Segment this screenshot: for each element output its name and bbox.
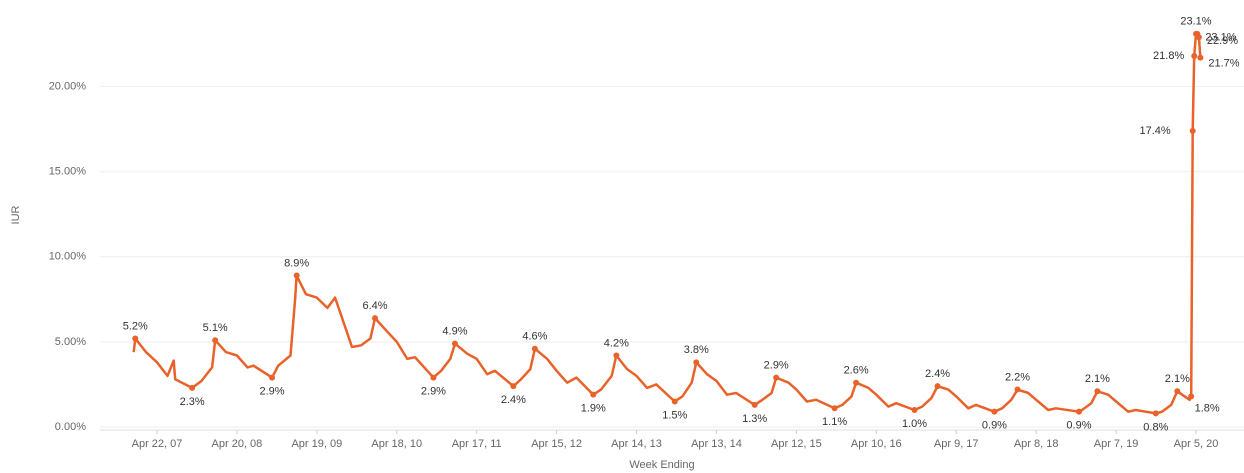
x-tick-label: Apr 20, 08 bbox=[212, 438, 263, 450]
data-label: 0.9% bbox=[1066, 420, 1091, 432]
data-point bbox=[212, 337, 219, 344]
x-tick-label: Apr 13, 14 bbox=[691, 438, 742, 450]
data-label: 2.9% bbox=[421, 386, 446, 398]
data-point bbox=[751, 401, 758, 408]
data-point bbox=[1189, 127, 1196, 134]
data-label: 2.9% bbox=[764, 360, 789, 372]
x-tick-label: Apr 10, 16 bbox=[851, 438, 902, 450]
data-point bbox=[693, 359, 700, 366]
data-point bbox=[132, 335, 139, 342]
data-label: 2.6% bbox=[844, 365, 869, 377]
data-label: 1.3% bbox=[742, 413, 767, 425]
y-tick-label: 15.00% bbox=[49, 166, 87, 178]
data-point bbox=[1197, 54, 1204, 61]
data-point bbox=[590, 391, 597, 398]
data-label: 0.9% bbox=[982, 420, 1007, 432]
data-point bbox=[1075, 408, 1082, 415]
data-point bbox=[1094, 388, 1101, 395]
data-point bbox=[1191, 52, 1198, 59]
data-label: 2.1% bbox=[1165, 373, 1190, 385]
data-point bbox=[934, 383, 941, 390]
data-label: 2.9% bbox=[260, 386, 285, 398]
x-tick-label: Apr 8, 18 bbox=[1014, 438, 1059, 450]
x-tick-label: Apr 17, 11 bbox=[452, 438, 502, 450]
data-point bbox=[189, 384, 196, 391]
data-label: 2.2% bbox=[1005, 371, 1030, 383]
x-tick-label: Apr 22, 07 bbox=[132, 438, 183, 450]
line-series bbox=[132, 32, 1202, 415]
x-tick-label: Apr 15, 12 bbox=[531, 438, 582, 450]
x-tick-label: Apr 7, 19 bbox=[1094, 438, 1139, 450]
data-point bbox=[671, 398, 678, 405]
x-tick-label: Apr 9, 17 bbox=[934, 438, 979, 450]
data-label: 21.8% bbox=[1153, 50, 1184, 62]
data-label: 3.8% bbox=[684, 344, 709, 356]
x-axis-title: Week Ending bbox=[629, 459, 694, 471]
data-label: 5.2% bbox=[123, 320, 148, 332]
data-point bbox=[1014, 386, 1021, 393]
data-label: 4.2% bbox=[604, 337, 629, 349]
data-label: 4.9% bbox=[442, 326, 467, 338]
data-point bbox=[1174, 388, 1181, 395]
x-tick-label: Apr 12, 15 bbox=[771, 438, 822, 450]
data-label: 2.3% bbox=[180, 396, 205, 408]
data-label: 17.4% bbox=[1140, 125, 1171, 137]
data-point bbox=[773, 374, 780, 381]
data-label: 5.1% bbox=[203, 322, 228, 334]
y-tick-label: 10.00% bbox=[49, 251, 87, 263]
data-point bbox=[510, 383, 517, 390]
data-label: 8.9% bbox=[284, 257, 309, 269]
data-label: 1.9% bbox=[581, 403, 606, 415]
data-point bbox=[613, 352, 620, 359]
data-label: 2.4% bbox=[925, 368, 950, 380]
data-point bbox=[831, 405, 838, 412]
data-label: 2.1% bbox=[1085, 373, 1110, 385]
data-label: 21.7% bbox=[1208, 58, 1239, 70]
data-point bbox=[531, 345, 538, 352]
data-label: 1.0% bbox=[902, 418, 927, 430]
data-label: 0.8% bbox=[1143, 421, 1168, 433]
data-point bbox=[911, 406, 918, 413]
x-tick-label: Apr 18, 10 bbox=[371, 438, 422, 450]
data-point bbox=[293, 272, 300, 279]
data-point bbox=[451, 340, 458, 347]
data-label: 4.6% bbox=[522, 331, 547, 343]
data-label: 1.8% bbox=[1195, 402, 1220, 414]
data-label: 23.1% bbox=[1205, 32, 1236, 44]
data-label: 2.4% bbox=[501, 394, 526, 406]
y-axis-title: IUR bbox=[10, 205, 22, 224]
y-tick-label: 20.00% bbox=[49, 80, 87, 92]
data-point bbox=[269, 374, 276, 381]
data-point bbox=[991, 408, 998, 415]
x-tick-label: Apr 19, 09 bbox=[291, 438, 342, 450]
data-label: 22.9% bbox=[1207, 35, 1238, 47]
data-point bbox=[1188, 393, 1195, 400]
x-tick-label: Apr 5, 20 bbox=[1174, 438, 1219, 450]
y-tick-label: 5.00% bbox=[55, 336, 86, 348]
data-point bbox=[372, 315, 379, 322]
x-tick-label: Apr 14, 13 bbox=[611, 438, 662, 450]
data-point bbox=[1152, 410, 1159, 417]
data-point bbox=[853, 379, 860, 386]
data-point bbox=[430, 374, 437, 381]
data-label: 6.4% bbox=[362, 300, 387, 312]
data-point bbox=[1195, 34, 1202, 41]
data-label: 1.5% bbox=[662, 409, 687, 421]
y-tick-label: 0.00% bbox=[55, 421, 86, 433]
data-label: 1.1% bbox=[822, 416, 847, 428]
data-label: 23.1% bbox=[1180, 16, 1211, 28]
